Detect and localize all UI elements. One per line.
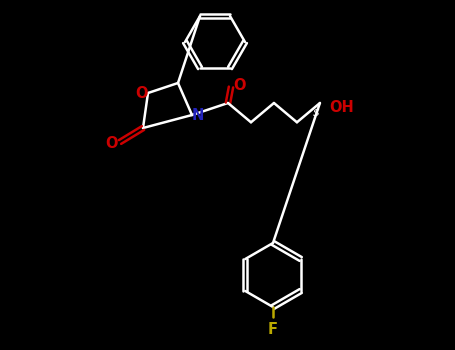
Text: O: O [136, 85, 148, 100]
Text: O: O [233, 78, 245, 93]
Text: O: O [105, 136, 117, 152]
Text: F: F [268, 322, 278, 336]
Text: OH: OH [329, 100, 354, 116]
Text: N: N [192, 107, 204, 122]
Text: s: s [313, 106, 319, 119]
